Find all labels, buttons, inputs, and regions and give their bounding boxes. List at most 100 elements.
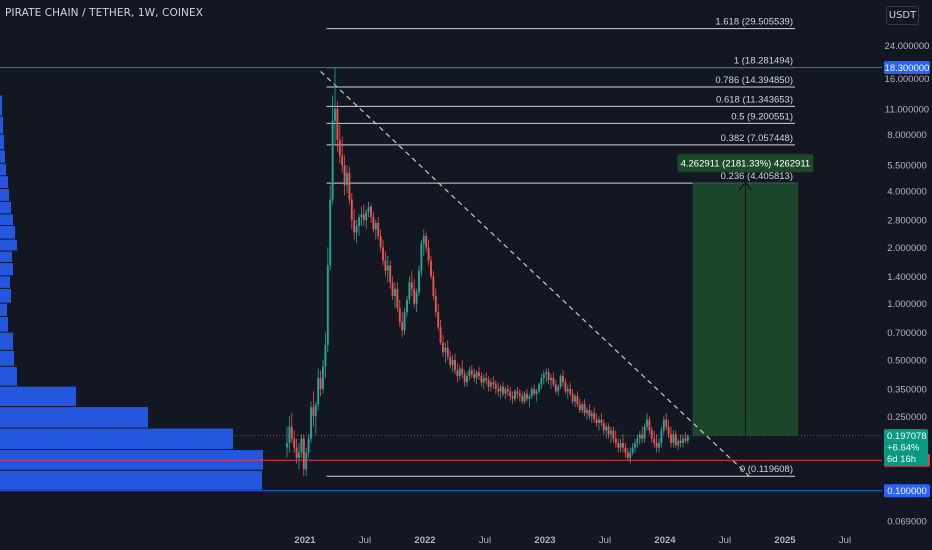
price-tick-label: 16.000000 — [885, 74, 930, 85]
volume-profile-bar — [0, 428, 233, 450]
candle-body — [634, 442, 636, 448]
time-axis-bg — [0, 527, 932, 550]
price-badge[interactable] — [884, 60, 930, 74]
candle-body — [420, 243, 423, 271]
candle-body — [624, 447, 627, 453]
candle-body — [377, 222, 380, 236]
candle-body — [499, 386, 502, 392]
volume-profile-bar — [0, 316, 8, 332]
price-axis[interactable]: 24.000000 16.000000 11.000000 8.000000 5.500… — [882, 0, 932, 550]
volume-profile-bar — [0, 116, 3, 134]
price-tick-label: 5.500000 — [887, 161, 927, 172]
candle-body — [485, 378, 488, 381]
candle-body — [629, 452, 632, 458]
volume-profile-bar — [0, 470, 262, 490]
last-price-badge-line: 0.197078 — [887, 431, 927, 442]
time-tick-label: 2023 — [534, 535, 555, 546]
fib-level-label: 0.786 (14.394850) — [715, 75, 793, 86]
candle-body — [662, 419, 665, 431]
candle-body — [686, 435, 689, 441]
candle-body — [665, 419, 668, 427]
candle-body — [602, 423, 605, 431]
candle-body — [355, 226, 358, 233]
candle-body — [451, 359, 454, 366]
volume-profile-bar — [0, 163, 6, 176]
price-tick-label: 0.700000 — [887, 328, 927, 339]
candle-body — [329, 199, 332, 266]
candle-body — [684, 438, 687, 441]
candle-body — [482, 378, 485, 383]
candle-body — [324, 345, 327, 367]
candle-body — [473, 374, 476, 379]
candle-body — [530, 388, 533, 397]
volume-profile-bar — [0, 276, 10, 288]
candle-body — [677, 440, 680, 446]
candle-body — [288, 426, 291, 443]
candle-body — [434, 295, 437, 313]
fib-level-label: 0.5 (9.200551) — [731, 111, 793, 122]
price-badge-label: 18.300000 — [885, 63, 930, 74]
price-range-measure[interactable]: 4.262911 (2181.33%) 4262911 — [677, 154, 814, 436]
volume-profile-bar — [0, 366, 17, 386]
price-tick-label: 0.350000 — [887, 384, 927, 395]
candle-body — [384, 260, 387, 271]
measure-arrow-head — [739, 181, 752, 191]
candle-body — [396, 288, 399, 308]
candle-body — [437, 312, 440, 328]
candle-body — [307, 438, 310, 453]
price-tick-label: 24.000000 — [885, 41, 930, 52]
volume-profile-bar — [0, 303, 7, 316]
candle-body — [442, 342, 444, 353]
candle-body — [358, 217, 360, 227]
fibonacci-retracement[interactable]: 1.618 (29.505539) 1 (18.281494) 0.786 (14.… — [326, 17, 795, 477]
candle-body — [619, 442, 622, 448]
candle-body — [413, 288, 416, 304]
candle-body — [398, 307, 401, 322]
candle-body — [425, 235, 428, 248]
price-tick-label: 2.000000 — [887, 243, 927, 254]
candle-body — [653, 438, 656, 443]
time-axis[interactable]: 2021 Jul 2022 Jul 2023 Jul 2024 Jul 2025 Jul — [0, 527, 932, 550]
candle-body — [362, 214, 365, 221]
price-badge[interactable] — [884, 484, 930, 498]
candle-body — [583, 404, 586, 414]
candle-body — [566, 388, 569, 392]
price-tick-label: 8.000000 — [887, 130, 927, 141]
candle-body — [598, 419, 600, 424]
candle-body — [386, 265, 389, 271]
candle-body — [650, 430, 653, 439]
candle-body — [504, 388, 507, 394]
currency-button[interactable]: USDT — [886, 6, 919, 25]
candle-body — [514, 391, 516, 399]
candle-body — [667, 426, 670, 435]
candle-body — [552, 378, 555, 385]
candle-body — [574, 396, 576, 402]
candle-body — [372, 217, 375, 230]
candle-body — [655, 442, 658, 448]
candle-body — [638, 434, 641, 439]
candle-body — [564, 382, 567, 392]
candle-body — [509, 391, 512, 397]
candle-body — [430, 260, 432, 277]
candle-body — [314, 404, 317, 417]
last-price-badge[interactable] — [884, 429, 928, 467]
volume-profile-bar — [0, 407, 148, 428]
time-tick-label: Jul — [719, 535, 731, 546]
candle-body — [391, 282, 394, 296]
price-tick-label: 0.069000 — [887, 516, 927, 527]
candle-body — [367, 206, 370, 212]
candle-body — [389, 265, 392, 283]
volume-profile-bar — [0, 201, 11, 214]
candle-body — [439, 327, 442, 343]
fib-level-label: 1 (18.281494) — [734, 56, 793, 67]
candle-body — [576, 396, 579, 405]
candle-body — [365, 211, 368, 221]
candle-body — [528, 396, 531, 399]
candle-body — [636, 438, 639, 443]
candle-body — [518, 393, 521, 397]
candle-body — [643, 426, 646, 439]
candle-body — [607, 426, 610, 435]
volume-profile-bar — [0, 332, 13, 350]
fib-level-label: 1.618 (29.505539) — [715, 17, 793, 28]
